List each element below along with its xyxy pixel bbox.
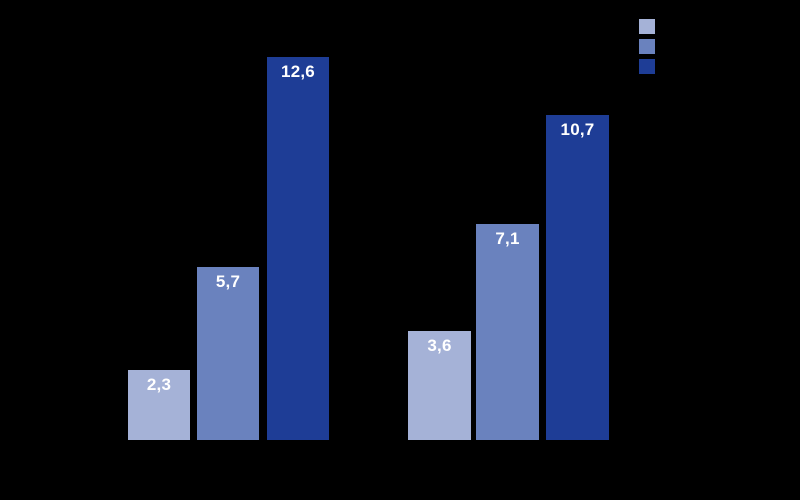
- legend-swatch-series3: [639, 59, 655, 74]
- bar-cat2-series2: 7,1: [476, 224, 539, 440]
- bar-value-label: 12,6: [281, 62, 315, 81]
- bar-cat1-series1: 2,3: [128, 370, 190, 440]
- bar-value-label: 3,6: [427, 336, 452, 355]
- bar-cat1-series3: 12,6: [267, 57, 329, 440]
- bar-value-label: 5,7: [215, 272, 241, 291]
- legend-swatch-series1: [639, 19, 655, 34]
- bar-cat1-series2: 5,7: [197, 267, 259, 440]
- bar-value-label: 7,1: [495, 229, 520, 248]
- bar-cat2-series3: 10,7: [546, 115, 609, 440]
- bar-value-label: 2,3: [146, 375, 172, 394]
- legend-swatch-series2: [639, 39, 655, 54]
- bar-value-label: 10,7: [560, 120, 595, 139]
- bar-cat2-series1: 3,6: [408, 331, 471, 440]
- legend: [639, 19, 655, 74]
